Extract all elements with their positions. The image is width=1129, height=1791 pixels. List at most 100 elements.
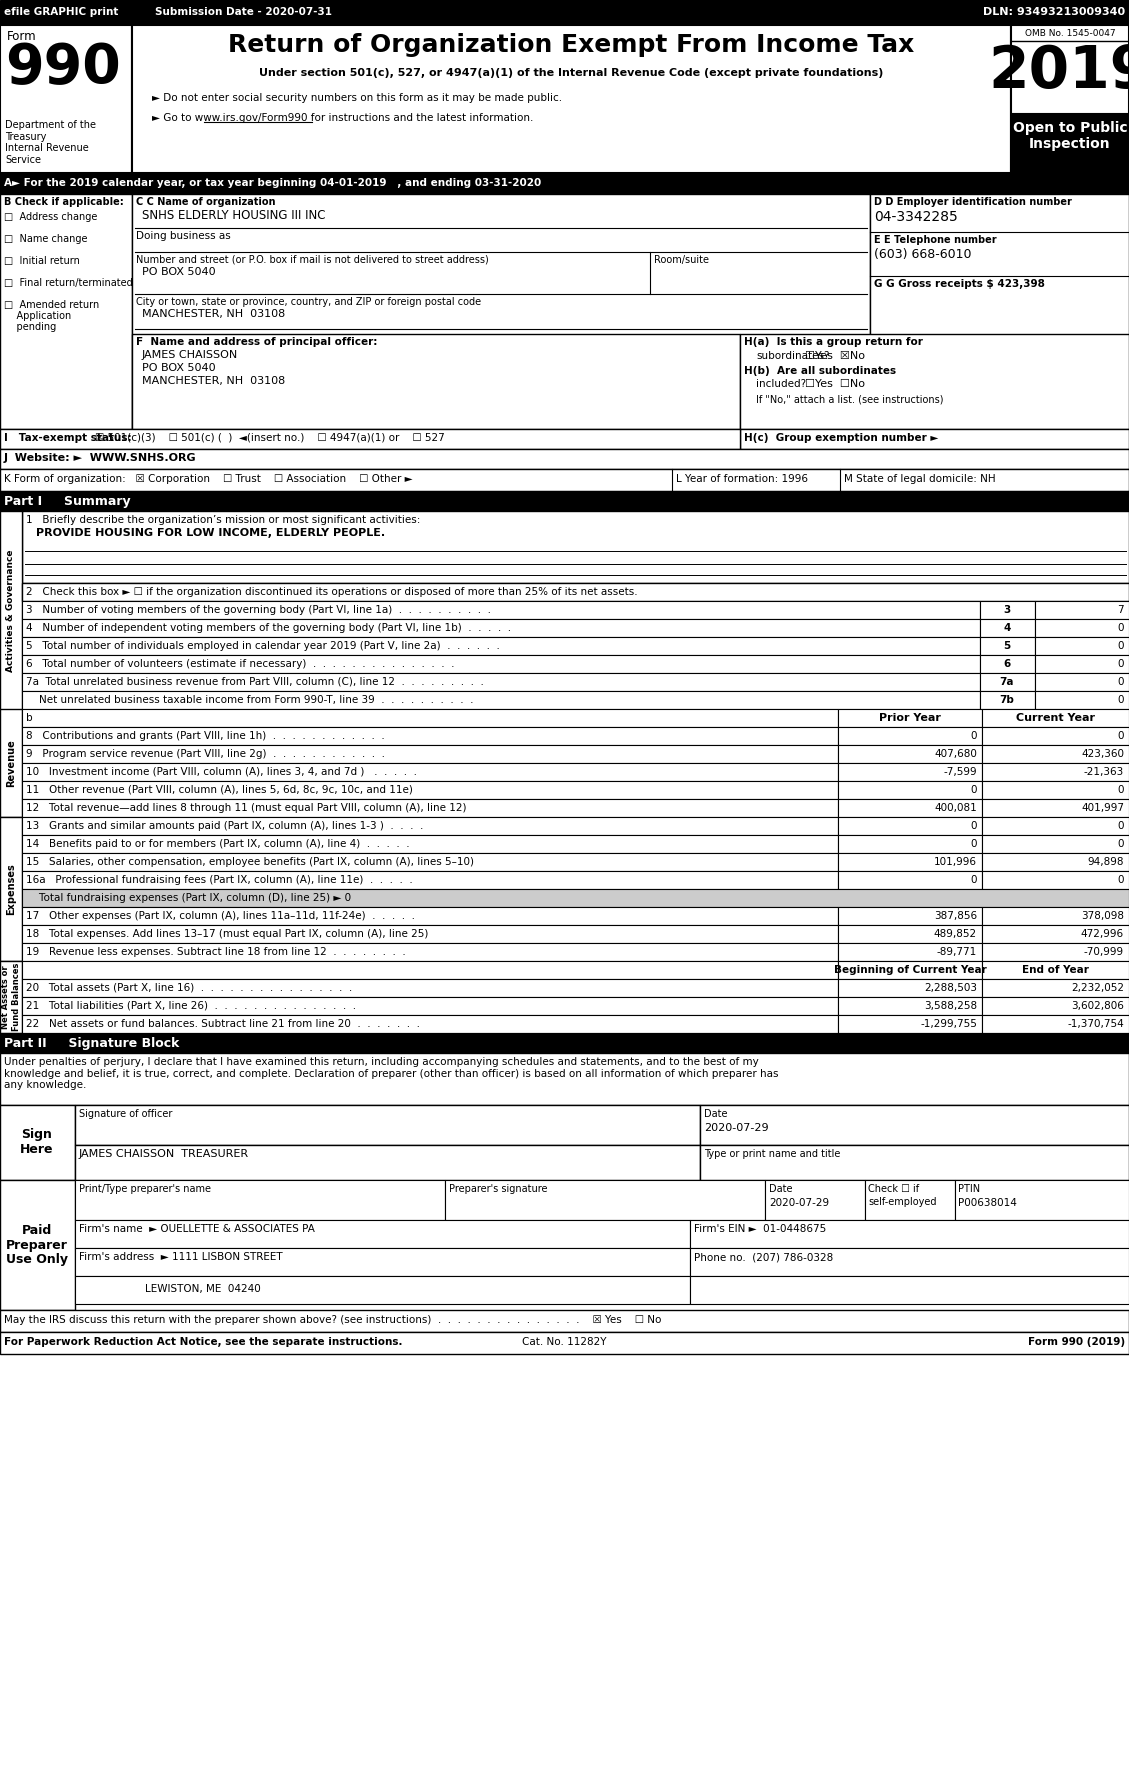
Bar	[21, 799, 838, 817]
Bar	[0, 25, 132, 174]
Text: 101,996: 101,996	[934, 858, 977, 867]
Bar	[0, 193, 132, 430]
Bar	[0, 491, 1129, 510]
Bar	[21, 962, 838, 980]
Bar	[1035, 638, 1129, 656]
Text: 3,602,806: 3,602,806	[1071, 1001, 1124, 1010]
Text: Firm's address  ► 1111 LISBON STREET: Firm's address ► 1111 LISBON STREET	[79, 1252, 282, 1263]
Bar	[982, 835, 1129, 853]
Text: Check ☐ if: Check ☐ if	[868, 1184, 919, 1195]
Text: 0: 0	[971, 876, 977, 885]
Text: ☐Yes  ☐No: ☐Yes ☐No	[805, 380, 865, 389]
Bar	[21, 727, 838, 745]
Text: Current Year: Current Year	[1015, 713, 1094, 724]
Text: H(b)  Are all subordinates: H(b) Are all subordinates	[744, 365, 896, 376]
Text: Net unrelated business taxable income from Form 990-T, line 39  .  .  .  .  .  .: Net unrelated business taxable income fr…	[26, 695, 473, 706]
Bar	[21, 709, 838, 727]
Bar	[765, 1180, 865, 1220]
Text: ☐Yes  ☒No: ☐Yes ☒No	[805, 351, 865, 362]
Bar	[838, 781, 982, 799]
Bar	[838, 817, 982, 835]
Bar	[838, 870, 982, 888]
Bar	[982, 906, 1129, 924]
Text: 1   Briefly describe the organization’s mission or most significant activities:: 1 Briefly describe the organization’s mi…	[26, 516, 420, 525]
Bar	[21, 691, 980, 709]
Text: Submission Date - 2020-07-31: Submission Date - 2020-07-31	[155, 7, 332, 16]
Bar	[838, 709, 982, 727]
Text: 3   Number of voting members of the governing body (Part VI, line 1a)  .  .  .  : 3 Number of voting members of the govern…	[26, 605, 491, 614]
Bar	[0, 1105, 75, 1180]
Bar	[690, 1220, 1129, 1248]
Text: 2   Check this box ► ☐ if the organization discontinued its operations or dispos: 2 Check this box ► ☐ if the organization…	[26, 587, 638, 596]
Bar	[838, 998, 982, 1015]
Bar	[982, 799, 1129, 817]
Text: -70,999: -70,999	[1084, 947, 1124, 956]
Text: 7: 7	[1118, 605, 1124, 614]
Text: Paid
Preparer
Use Only: Paid Preparer Use Only	[6, 1223, 68, 1266]
Text: 5   Total number of individuals employed in calendar year 2019 (Part V, line 2a): 5 Total number of individuals employed i…	[26, 641, 500, 650]
Text: Under penalties of perjury, I declare that I have examined this return, includin: Under penalties of perjury, I declare th…	[5, 1057, 779, 1091]
Text: LEWISTON, ME  04240: LEWISTON, ME 04240	[145, 1284, 261, 1295]
Text: 9   Program service revenue (Part VIII, line 2g)  .  .  .  .  .  .  .  .  .  .  : 9 Program service revenue (Part VIII, li…	[26, 749, 385, 759]
Text: (603) 668-6010: (603) 668-6010	[874, 247, 971, 261]
Text: Beginning of Current Year: Beginning of Current Year	[833, 965, 987, 974]
Text: Number and street (or P.O. box if mail is not delivered to street address): Number and street (or P.O. box if mail i…	[135, 254, 489, 265]
Text: 400,081: 400,081	[935, 802, 977, 813]
Text: 7a: 7a	[1000, 677, 1014, 688]
Text: PTIN: PTIN	[959, 1184, 980, 1195]
Text: Type or print name and title: Type or print name and title	[704, 1150, 840, 1159]
Text: B Check if applicable:: B Check if applicable:	[5, 197, 124, 208]
Text: □  Address change: □ Address change	[5, 211, 97, 222]
Text: Firm's name  ► OUELLETTE & ASSOCIATES PA: Firm's name ► OUELLETTE & ASSOCIATES PA	[79, 1223, 315, 1234]
Text: 17   Other expenses (Part IX, column (A), lines 11a–11d, 11f-24e)  .  .  .  .  .: 17 Other expenses (Part IX, column (A), …	[26, 912, 415, 921]
Text: 2020-07-29: 2020-07-29	[769, 1198, 829, 1207]
Bar	[982, 870, 1129, 888]
Bar	[982, 763, 1129, 781]
Bar	[982, 998, 1129, 1015]
Text: 401,997: 401,997	[1080, 802, 1124, 813]
Text: Cat. No. 11282Y: Cat. No. 11282Y	[522, 1338, 606, 1347]
Text: 10   Investment income (Part VIII, column (A), lines 3, 4, and 7d )   .  .  .  .: 10 Investment income (Part VIII, column …	[26, 767, 417, 777]
Text: -89,771: -89,771	[937, 947, 977, 956]
Bar	[1035, 602, 1129, 620]
Bar	[838, 980, 982, 998]
Bar	[982, 1015, 1129, 1033]
Text: 0: 0	[1118, 641, 1124, 650]
Text: M State of legal domicile: NH: M State of legal domicile: NH	[844, 475, 996, 484]
Text: Doing business as: Doing business as	[135, 231, 230, 242]
Text: Under section 501(c), 527, or 4947(a)(1) of the Internal Revenue Code (except pr: Under section 501(c), 527, or 4947(a)(1)…	[260, 68, 884, 79]
Text: 489,852: 489,852	[934, 930, 977, 938]
Text: 3: 3	[1004, 605, 1010, 614]
Text: -21,363: -21,363	[1084, 767, 1124, 777]
Text: 2,288,503: 2,288,503	[924, 983, 977, 992]
Text: 6: 6	[1004, 659, 1010, 670]
Bar	[21, 906, 838, 924]
Bar	[132, 25, 1010, 174]
Text: □  Name change: □ Name change	[5, 235, 88, 244]
Bar	[132, 333, 739, 430]
Bar	[21, 745, 838, 763]
Text: Signature of officer: Signature of officer	[79, 1109, 173, 1119]
Bar	[838, 853, 982, 870]
Text: Part II     Signature Block: Part II Signature Block	[5, 1037, 180, 1050]
Bar	[0, 469, 1129, 491]
Bar	[0, 1309, 1129, 1333]
Text: -1,299,755: -1,299,755	[920, 1019, 977, 1030]
Bar	[21, 656, 980, 673]
Text: E E Telephone number: E E Telephone number	[874, 235, 997, 245]
Text: 20   Total assets (Part X, line 16)  .  .  .  .  .  .  .  .  .  .  .  .  .  .  .: 20 Total assets (Part X, line 16) . . . …	[26, 983, 352, 992]
Text: 0: 0	[1118, 838, 1124, 849]
Bar	[21, 763, 838, 781]
Bar	[838, 924, 982, 944]
Text: 19   Revenue less expenses. Subtract line 18 from line 12  .  .  .  .  .  .  .  : 19 Revenue less expenses. Subtract line …	[26, 947, 405, 956]
Bar	[982, 853, 1129, 870]
Text: 0: 0	[1118, 876, 1124, 885]
Bar	[980, 620, 1035, 638]
Bar	[982, 817, 1129, 835]
Text: 0: 0	[1118, 677, 1124, 688]
Text: 0: 0	[971, 784, 977, 795]
Bar	[838, 763, 982, 781]
Text: C C Name of organization: C C Name of organization	[135, 197, 275, 208]
Text: PO BOX 5040: PO BOX 5040	[142, 267, 216, 278]
Text: Return of Organization Exempt From Income Tax: Return of Organization Exempt From Incom…	[228, 32, 914, 57]
